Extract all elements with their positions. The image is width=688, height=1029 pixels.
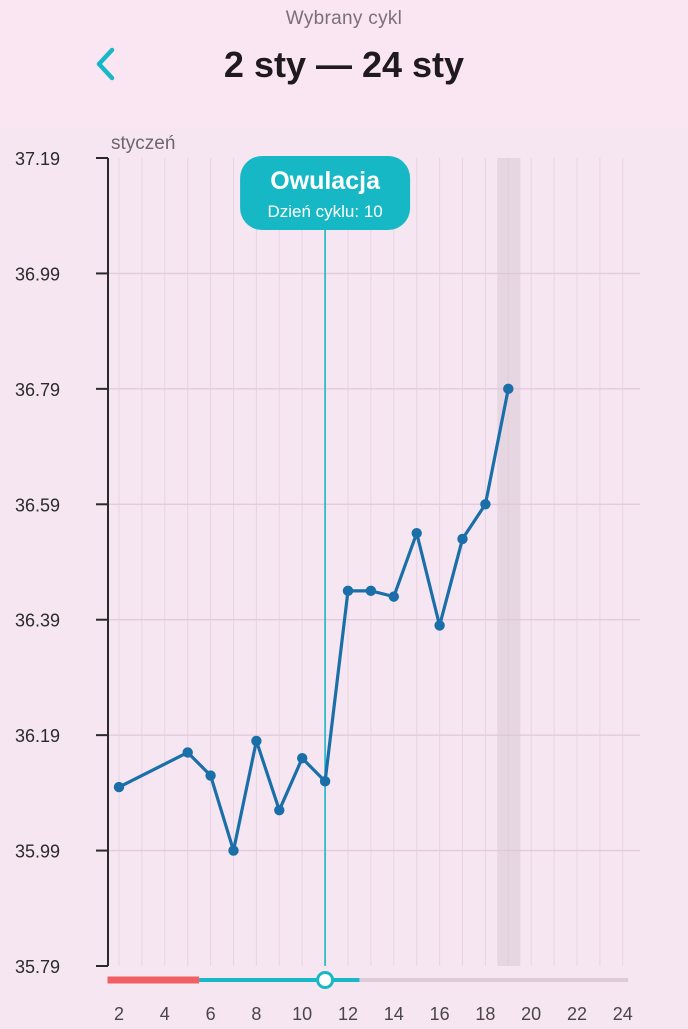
temperature-point: [205, 770, 216, 781]
today-highlight: [497, 158, 521, 966]
temperature-chart: styczeń 37.19 36.99 36.79 36.59 36.39 36.19 35…: [0, 128, 688, 1024]
temperature-point: [274, 804, 285, 816]
temperature-point: [251, 735, 262, 747]
temperature-point: [342, 585, 354, 597]
cycle-date-range-title: 2 sty — 24 sty: [223, 44, 465, 85]
x-tick-label: 2: [114, 1004, 124, 1024]
back-button[interactable]: [84, 40, 128, 88]
y-tick-label: 35.79: [15, 957, 60, 977]
y-tick-label: 36.19: [15, 726, 60, 746]
y-tick-label: 36.39: [15, 611, 60, 631]
temperature-point: [480, 499, 491, 510]
temperature-point: [503, 383, 514, 395]
temperature-point: [388, 591, 399, 602]
y-tick-label: 36.59: [15, 495, 60, 515]
y-tick-label: 36.79: [15, 380, 60, 400]
temperature-point: [182, 747, 193, 758]
x-tick-label: 4: [160, 1004, 170, 1024]
x-tick-label: 10: [292, 1004, 312, 1024]
temperature-point: [434, 620, 445, 631]
temperature-point: [411, 527, 422, 539]
y-axis-ticks: 37.19 36.99 36.79 36.59 36.39 36.19 35.99 35.79: [15, 149, 108, 977]
x-tick-label: 20: [521, 1004, 541, 1024]
temperature-point: [457, 533, 468, 545]
temperature-line: [117, 387, 510, 853]
ovulation-badge[interactable]: Owulacja Dzień cyklu: 10: [240, 156, 411, 230]
vertical-grid: [118, 158, 624, 966]
horizontal-grid: [108, 272, 640, 852]
temperature-point: [319, 776, 331, 787]
chevron-left-icon: [96, 47, 115, 81]
x-tick-label: 6: [206, 1004, 216, 1024]
x-axis-ticks: 2 4 6 8 10 12 14 16 18 20 22 24: [114, 1004, 633, 1024]
x-tick-label: 16: [430, 1004, 450, 1024]
y-tick-label: 37.19: [15, 149, 60, 169]
temperature-point: [365, 585, 377, 597]
month-label: styczeń: [111, 133, 175, 154]
temperature-point: [297, 753, 308, 764]
x-tick-label: 24: [613, 1004, 633, 1024]
header-subtitle: Wybrany cykl: [285, 8, 403, 29]
x-tick-label: 8: [251, 1004, 261, 1024]
header-bar: Wybrany cykl 2 sty — 24 sty: [0, 0, 688, 128]
x-tick-label: 12: [338, 1004, 358, 1024]
temperature-series: [113, 383, 514, 856]
x-tick-label: 22: [567, 1004, 587, 1024]
x-tick-label: 18: [475, 1004, 495, 1024]
ovulation-badge-background: [240, 156, 411, 230]
ovulation-badge-title: Owulacja: [270, 167, 381, 195]
cycle-timeline[interactable]: [107, 971, 629, 989]
ovulation-badge-subtitle: Dzień cyklu: 10: [267, 202, 382, 221]
x-tick-label: 14: [384, 1004, 404, 1024]
temperature-point: [228, 845, 239, 856]
temperature-point: [113, 781, 125, 793]
temperature-chart-svg: styczeń 37.19 36.99 36.79 36.59 36.39 36.19 35…: [15, 133, 640, 1024]
timeline-ovulation-marker: [316, 971, 335, 989]
y-tick-label: 36.99: [15, 264, 60, 284]
y-tick-label: 35.99: [15, 842, 60, 862]
